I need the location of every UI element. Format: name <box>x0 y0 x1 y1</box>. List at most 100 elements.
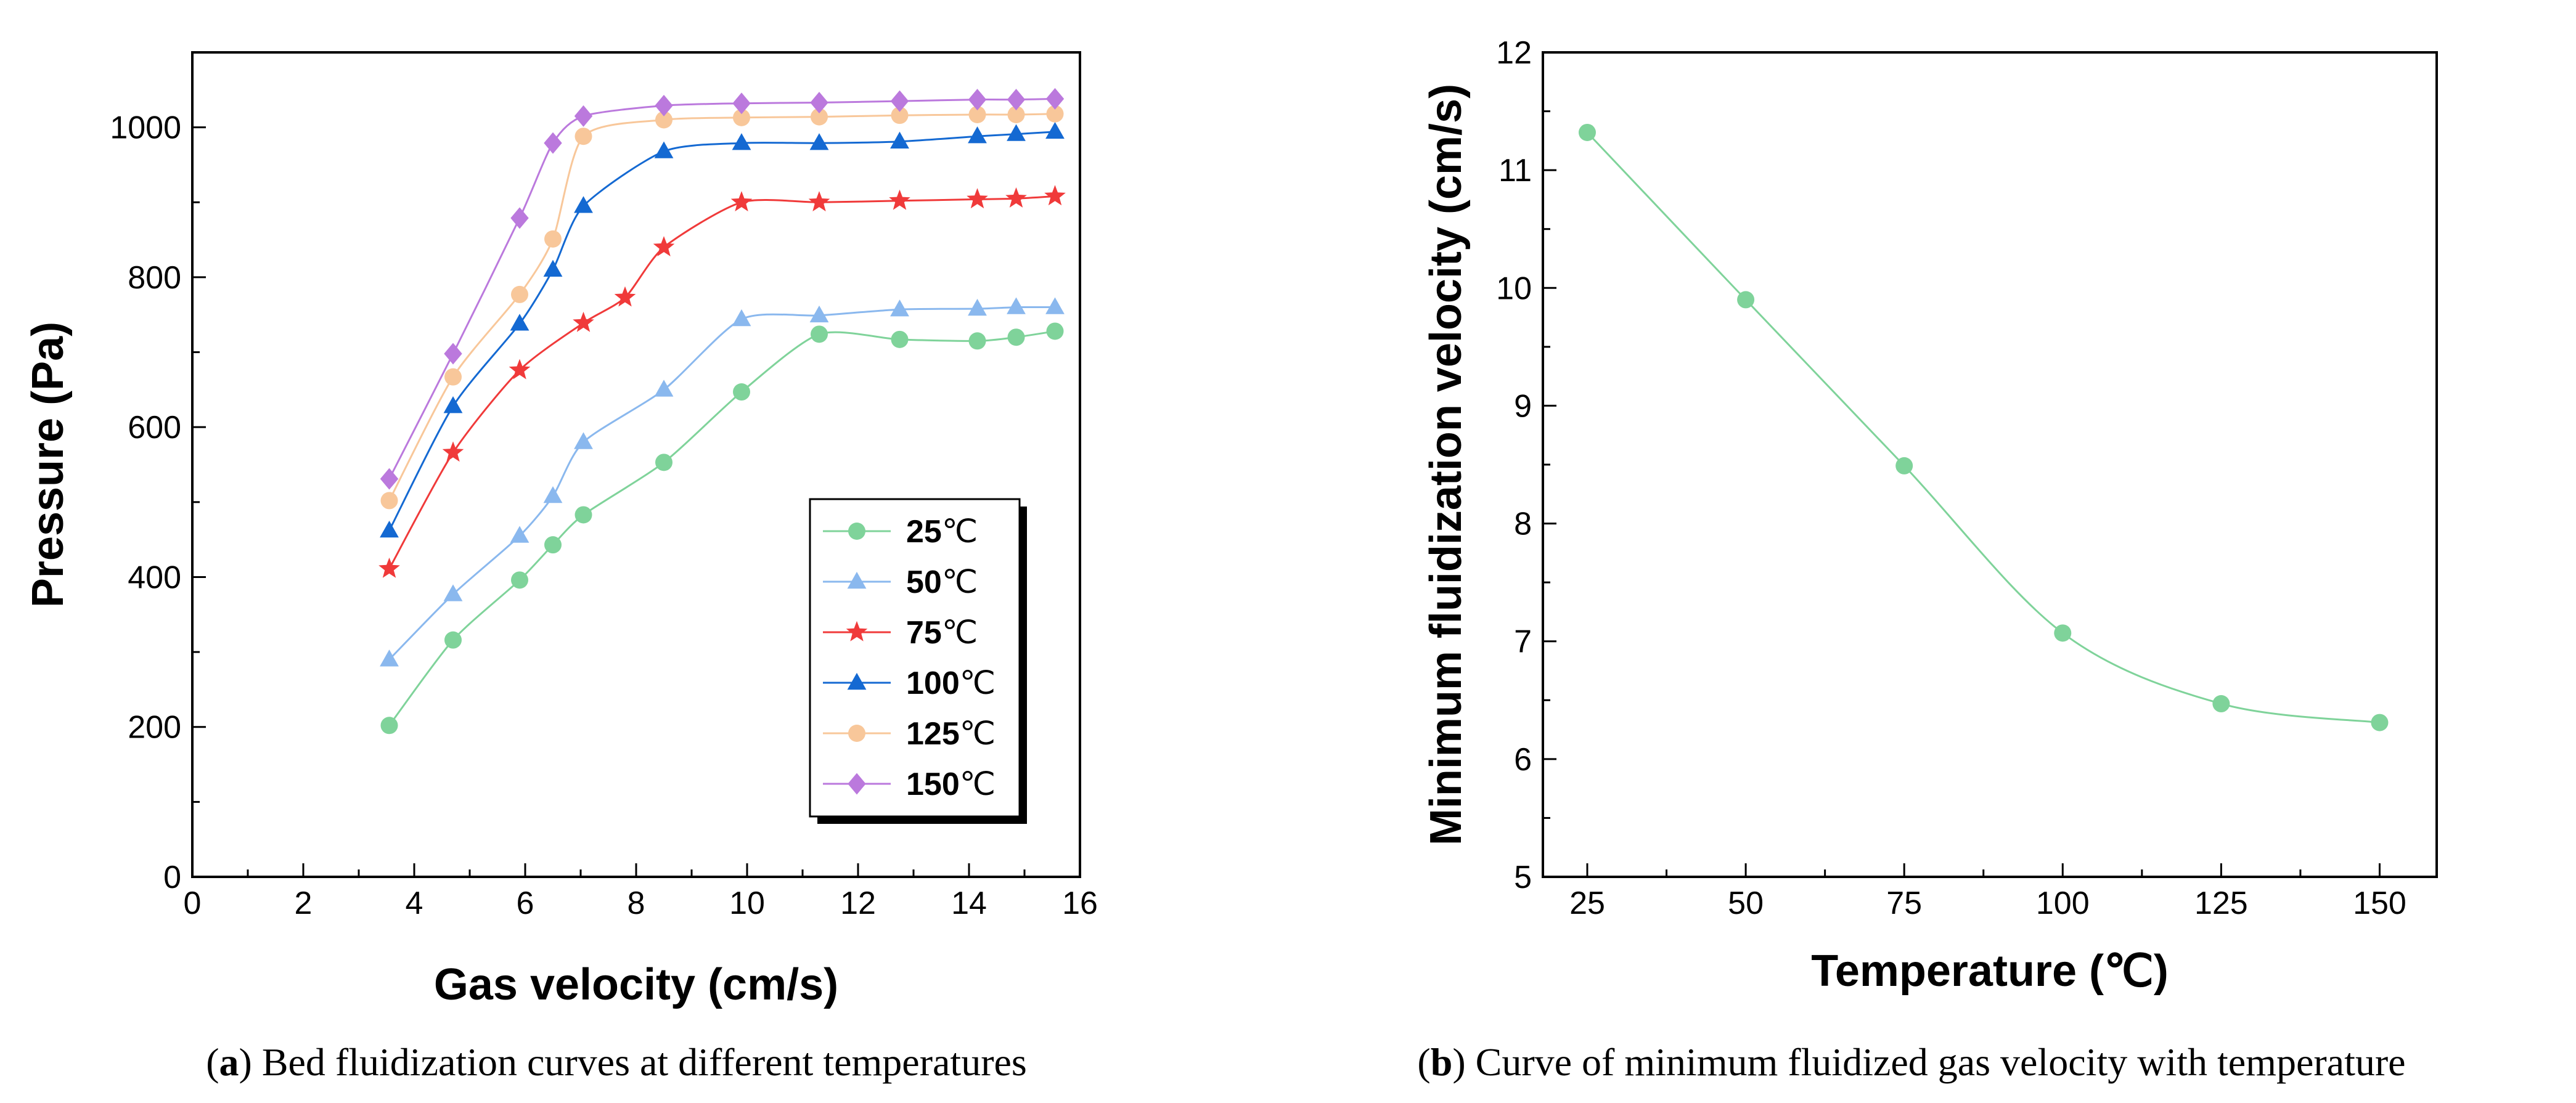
y-tick-label: 8 <box>1514 507 1532 542</box>
data-point <box>444 631 462 649</box>
y-tick-label: 11 <box>1499 153 1532 189</box>
data-point <box>1046 322 1064 340</box>
data-point <box>891 330 909 348</box>
data-point <box>380 717 398 735</box>
data-point <box>574 432 593 449</box>
series-line <box>1586 131 2380 724</box>
x-tick-label: 6 <box>517 885 534 921</box>
series-50 <box>380 297 1065 667</box>
legend-item-150: 150℃ <box>823 767 996 802</box>
data-point <box>654 141 674 158</box>
data-point <box>511 285 528 303</box>
panel-a-y-axis-title: Pressure (Pa) <box>23 322 73 608</box>
y-tick-label: 7 <box>1514 624 1532 660</box>
data-point <box>730 191 753 211</box>
x-tick-label: 16 <box>1062 885 1098 921</box>
legend-box <box>809 498 1021 818</box>
legend-label: 100℃ <box>906 665 996 701</box>
data-point <box>1045 88 1065 110</box>
data-point <box>1895 457 1913 474</box>
data-point <box>811 108 828 126</box>
data-point <box>574 128 592 145</box>
panel-a-caption: (a) Bed fluidization curves at different… <box>206 1040 1027 1084</box>
data-point <box>574 105 593 127</box>
data-point <box>2371 714 2389 731</box>
y-tick-label: 400 <box>128 560 181 595</box>
legend-temp: 100 <box>906 665 960 701</box>
data-point <box>811 325 828 343</box>
data-point <box>511 571 528 589</box>
x-tick-label: 4 <box>406 885 423 921</box>
data-point <box>733 383 750 401</box>
x-tick-label: 14 <box>951 885 987 921</box>
y-tick-label: 6 <box>1514 742 1532 778</box>
legend-label: 75℃ <box>906 615 978 651</box>
legend-unit: ℃ <box>960 767 996 802</box>
series-line <box>388 195 1055 569</box>
data-point <box>544 536 562 554</box>
data-point <box>543 259 563 277</box>
data-point <box>444 368 462 386</box>
data-point <box>614 286 636 307</box>
data-point <box>2212 695 2230 713</box>
y-tick-label: 600 <box>128 410 181 446</box>
y-tick-label: 5 <box>1514 860 1532 895</box>
x-tick-label: 125 <box>2194 885 2248 921</box>
data-point <box>378 557 400 578</box>
series-150 <box>380 88 1065 490</box>
y-tick-label: 1000 <box>110 110 181 146</box>
panel-b-chart: 25 50 75 100 125 150 5 6 7 8 9 10 11 12 Temperature … <box>1421 35 2438 996</box>
data-point <box>891 107 909 124</box>
data-point <box>442 441 464 462</box>
data-point <box>1578 123 1596 141</box>
legend-marker <box>848 523 865 540</box>
legend-item-100: 100℃ <box>823 665 996 701</box>
data-point <box>443 396 463 413</box>
panel-b-series <box>1578 123 2389 731</box>
legend-temp: 50 <box>906 564 942 600</box>
data-point <box>380 492 398 510</box>
data-point <box>574 506 592 524</box>
x-tick-label: 75 <box>1886 885 1922 921</box>
data-point <box>655 94 673 116</box>
data-point <box>2054 624 2072 642</box>
x-tick-label: 10 <box>729 885 765 921</box>
data-point <box>1007 124 1026 141</box>
series-100 <box>380 121 1065 538</box>
legend-marker <box>848 725 865 742</box>
series-line <box>388 306 1055 661</box>
data-point <box>655 111 673 129</box>
data-point <box>733 108 750 126</box>
legend-unit: ℃ <box>942 514 978 550</box>
x-tick-label: 150 <box>2353 885 2406 921</box>
data-point <box>968 89 987 111</box>
x-tick-label: 8 <box>628 885 645 921</box>
data-point <box>1007 105 1025 123</box>
panel-a-y-ticks: 0 200 400 600 800 1000 <box>110 51 206 895</box>
series-min-velocity <box>1578 123 2389 731</box>
legend-item-125: 125℃ <box>823 716 996 752</box>
data-point <box>889 189 910 210</box>
panel-a-series <box>378 88 1066 735</box>
data-point <box>890 131 909 149</box>
legend-unit: ℃ <box>942 615 978 651</box>
data-point <box>810 91 828 113</box>
data-point <box>890 299 909 317</box>
series-25 <box>380 322 1064 735</box>
series-75 <box>378 185 1066 578</box>
panel-a-x-axis-title: Gas velocity (cm/s) <box>434 960 838 1009</box>
series-line <box>388 97 1055 479</box>
legend-label: 150℃ <box>906 767 996 802</box>
legend-label: 25℃ <box>906 514 978 550</box>
legend-marker <box>847 672 867 690</box>
data-point <box>380 520 399 538</box>
series-line <box>388 330 1055 727</box>
data-point <box>1045 297 1065 314</box>
data-point <box>1005 187 1027 208</box>
y-tick-label: 9 <box>1514 388 1532 424</box>
x-tick-label: 50 <box>1728 885 1764 921</box>
legend-label: 50℃ <box>906 564 978 600</box>
data-point <box>1045 121 1065 139</box>
data-point <box>544 132 562 154</box>
legend-label: 125℃ <box>906 716 996 752</box>
